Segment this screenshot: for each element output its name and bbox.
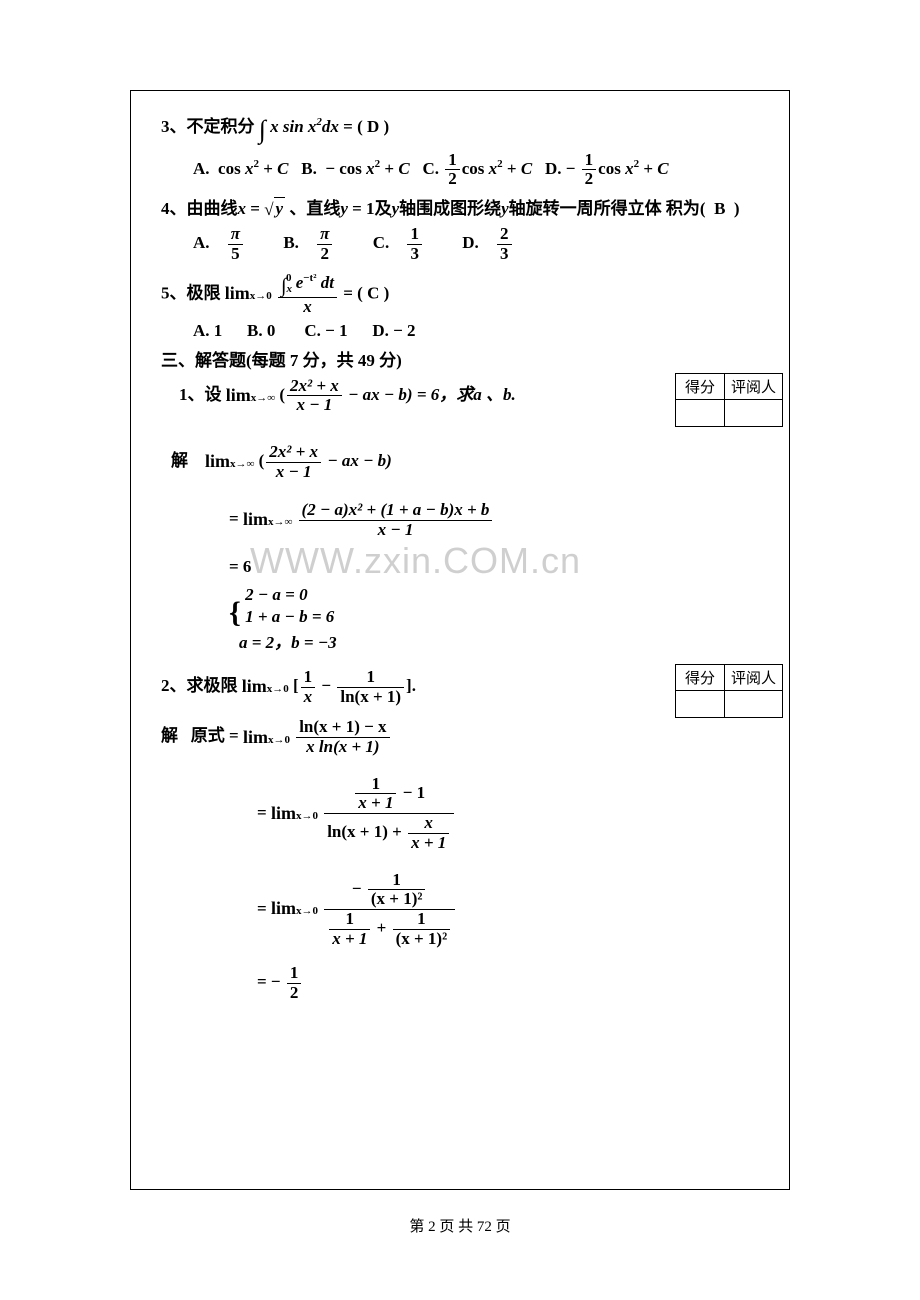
integral-sign: ∫ [259,115,266,144]
p1-rest: − ax − b) = 6，求a 、b. [348,385,516,404]
p1-stem: 1、设 limx→∞ (2x² + xx − 1 − ax − b) = 6，求… [179,377,759,415]
p1-step3: = 6 [229,556,759,578]
p1-step4: { 2 − a = 0 1 + a − b = 6 [229,584,759,628]
p2-step2: = limx→0 1x + 1 − 1 ln(x + 1) + xx + 1 [257,775,759,853]
p1-step2: = limx→∞ (2 − a)x² + (1 + a − b)x + bx −… [229,501,759,539]
score-h1: 得分 [675,665,724,691]
q5-C: C. − 1 [304,321,347,340]
p1-step5: a = 2，b = −3 [239,632,759,654]
q3-D: D. − 12cos x2 + C [545,159,669,178]
q3-C: C. 12cos x2 + C [422,159,532,178]
q4-A: A. π5 [193,233,267,252]
q5-D: D. − 2 [372,321,415,340]
q3-stem: 3、不定积分 ∫ x sin x2dx = ( D ) [161,113,759,147]
q5-A: A. 1 [193,321,222,340]
p2-stem: 2、求极限 limx→0 [1x − 1ln(x + 1)]. [161,668,759,706]
p2-step1: 解 原式 = limx→0 ln(x + 1) − xx ln(x + 1) [161,718,759,756]
p2-step3: = limx→0 − 1(x + 1)² 1x + 1 + 1(x + 1)² [257,871,759,949]
score-table-1: 得分评阅人 [675,373,783,427]
section3-title: 三、解答题(每题 7 分，共 49 分) [161,350,759,372]
q5-fraction: ∫x0 e−t² dt x [278,272,337,317]
score-blank [675,399,724,426]
p2-step4: = − 12 [257,964,759,1002]
page-frame: 3、不定积分 ∫ x sin x2dx = ( D ) A. cos x2 + … [130,90,790,1190]
q4-C: C. 13 [373,233,446,252]
score-table-2: 得分评阅人 [675,664,783,718]
score-h2: 评阅人 [724,373,782,399]
score-h2: 评阅人 [724,665,782,691]
q4-D: D. 23 [462,233,535,252]
page-footer: 第 2 页 共 72 页 [0,1215,920,1236]
score-blank [724,399,782,426]
q5-prefix: 5、极限 [161,283,221,302]
score-blank [724,691,782,718]
q3-answer: = ( D ) [343,117,389,136]
q3-int-body: x sin x2dx [270,117,343,136]
q5-options: A. 1 B. 0 C. − 1 D. − 2 [193,320,759,342]
q5-eq: = ( C ) [343,283,389,302]
q5-stem: 5、极限 limx→0 ∫x0 e−t² dt x = ( C ) [161,272,759,317]
lim-symbol: limx→0 [225,283,272,305]
q3-prefix: 3、不定积分 [161,117,255,136]
q5-B: B. 0 [247,321,275,340]
score-blank [675,691,724,718]
score-h1: 得分 [675,373,724,399]
q3-A: A. cos x2 + C [193,159,288,178]
q4-stem: 4、由曲线x = √y 、直线y = 1及y轴围成图形绕y轴旋转一周所得立体 积… [161,197,759,221]
q4-options: A. π5 B. π2 C. 13 D. 23 [193,225,759,263]
q3-options: A. cos x2 + C B. − cos x2 + C C. 12cos x… [193,151,759,189]
p1-sol-label: 解 limx→∞ (2x² + xx − 1 − ax − b) [171,443,759,481]
q4-B: B. π2 [283,233,356,252]
q3-B: B. − cos x2 + C [301,159,409,178]
